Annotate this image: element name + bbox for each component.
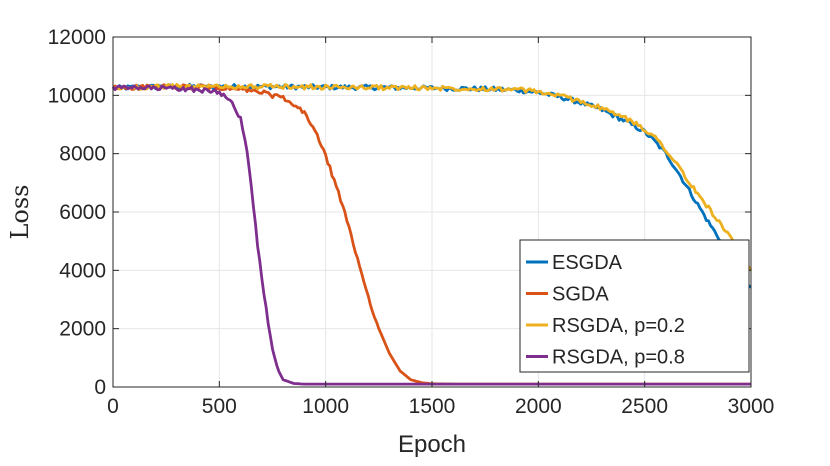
legend-box (519, 239, 750, 373)
series-line-3 (112, 82, 753, 272)
x-tick-label: 1500 (409, 395, 456, 418)
y-tick-label: 8000 (59, 143, 106, 166)
y-tick-label: 0 (94, 376, 106, 399)
legend-label-2: SGDA (552, 284, 609, 306)
legend-label-4: RSGDA, p=0.8 (552, 347, 685, 369)
y-tick-label: 4000 (59, 259, 106, 282)
y-tick-label: 10000 (48, 84, 106, 107)
y-tick-label: 6000 (59, 201, 106, 224)
legend-label-3: RSGDA, p=0.2 (552, 315, 685, 337)
x-tick-label: 2000 (515, 395, 562, 418)
x-tick-label: 0 (107, 395, 119, 418)
x-tick-label: 500 (202, 395, 237, 418)
y-axis-title: Loss (6, 184, 34, 239)
legend: ESGDA SGDA RSGDA, p=0.2 RSGDA, p=0.8 (519, 239, 750, 373)
x-axis-title: Epoch (398, 431, 466, 458)
x-tick-label: 3000 (728, 395, 775, 418)
y-tick-label: 12000 (48, 26, 106, 49)
axis-ticks: 0 500 1000 1500 2000 2500 3000 0 2000 4000 6000 800… (48, 26, 775, 418)
y-tick-label: 2000 (59, 318, 106, 341)
x-tick-label: 2500 (621, 395, 668, 418)
x-tick-label: 1000 (302, 395, 349, 418)
legend-label-1: ESGDA (552, 252, 623, 274)
